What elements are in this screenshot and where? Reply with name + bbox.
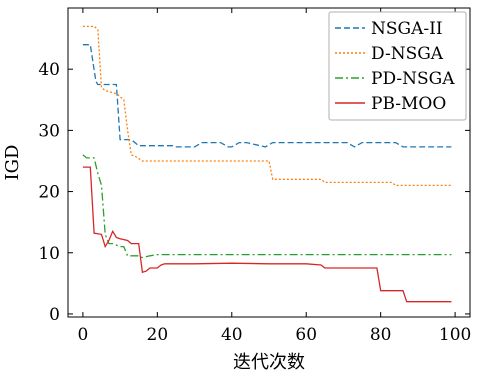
legend-label: NSGA-II xyxy=(371,19,443,39)
tick-layer: 0 20 40 60 80 100 0 10 20 30 40 xyxy=(38,8,471,345)
y-tick-label: 30 xyxy=(38,121,60,141)
series-line-nsga-ii xyxy=(82,44,452,148)
x-tick-label: 60 xyxy=(295,325,317,345)
legend-label: PB-MOO xyxy=(371,94,446,114)
y-tick-label: 20 xyxy=(38,183,60,203)
legend-box xyxy=(328,11,467,121)
x-axis-title: 迭代次数 xyxy=(233,352,305,373)
series-line-pb-moo xyxy=(82,166,452,303)
series-layer xyxy=(82,25,452,303)
legend: NSGA-II D-NSGA PD-NSGA PB-MOO xyxy=(328,11,467,121)
legend-label: PD-NSGA xyxy=(371,69,455,89)
series-line-pd-nsga xyxy=(82,154,452,259)
legend-items: NSGA-II D-NSGA PD-NSGA PB-MOO xyxy=(335,19,455,114)
y-tick-label: 40 xyxy=(38,60,60,80)
x-tick-label: 20 xyxy=(147,325,169,345)
series-line-d-nsga xyxy=(82,25,452,187)
y-tick-label: 10 xyxy=(38,244,60,264)
y-tick-label: 0 xyxy=(49,305,60,325)
x-tick-label: 0 xyxy=(77,325,88,345)
x-tick-label: 100 xyxy=(439,325,471,345)
legend-label: D-NSGA xyxy=(371,44,444,64)
plot-frame xyxy=(67,7,471,318)
x-tick-label: 40 xyxy=(221,325,243,345)
x-tick-label: 80 xyxy=(370,325,392,345)
y-axis-title: IGD xyxy=(2,145,23,181)
